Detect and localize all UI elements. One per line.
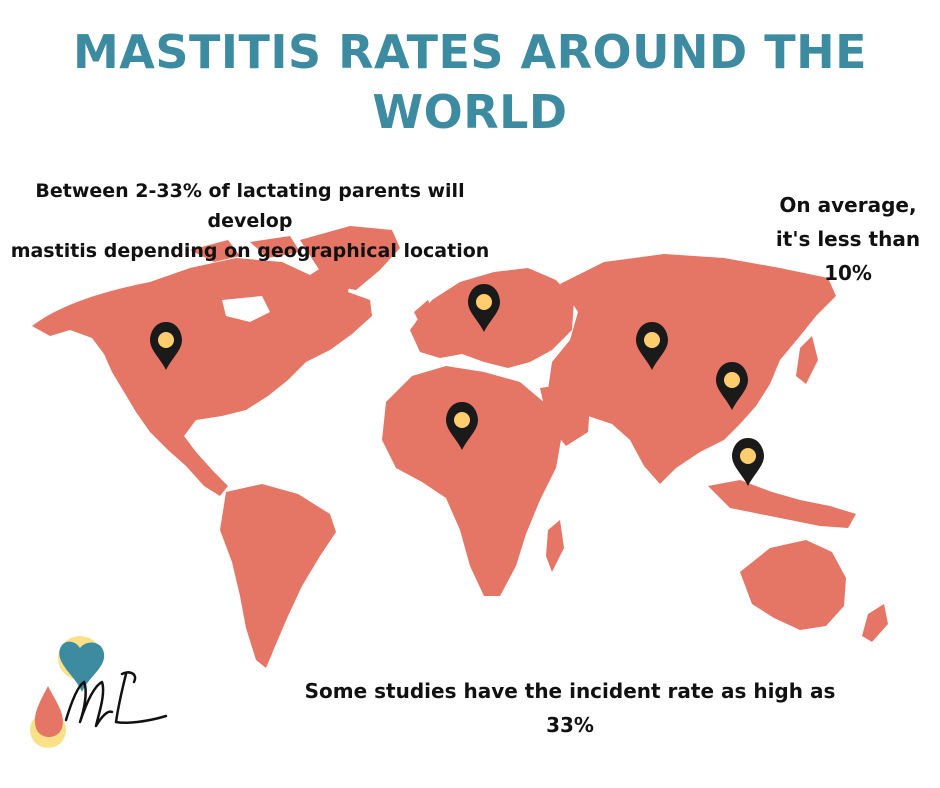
logo-teal-heart-icon: [59, 641, 105, 692]
pin-southeast-asia: [732, 438, 764, 486]
caption-left: Between 2-33% of lactating parents will …: [0, 176, 500, 266]
pin-europe: [468, 284, 500, 332]
japan-shape: [796, 336, 818, 384]
pin-africa: [446, 402, 478, 450]
caption-right-line-1: On average,: [779, 193, 917, 217]
title-line-1: MASTITIS RATES AROUND THE: [72, 25, 867, 79]
location-pins: [150, 284, 764, 486]
greenland-shape: [300, 226, 400, 290]
logo-monogram-icon: [64, 671, 168, 728]
pin-central-asia: [636, 322, 668, 370]
brand-logo: [30, 636, 168, 748]
south-america-shape: [220, 484, 336, 668]
caption-right-line-2: it's less than: [775, 227, 921, 251]
hudson-island-shape: [222, 296, 270, 322]
madagascar-shape: [546, 520, 564, 572]
caption-right: On average, it's less than 10%: [760, 188, 936, 290]
caption-right-line-3: 10%: [824, 261, 872, 285]
africa-shape: [382, 366, 562, 596]
page-title: MASTITIS RATES AROUND THE WORLD: [0, 22, 940, 142]
logo-drop-icon: [34, 686, 63, 737]
australia-shape: [740, 540, 846, 630]
sea-islands-shape: [708, 480, 856, 528]
caption-left-line-1: Between 2-33% of lactating parents will …: [35, 180, 465, 232]
north-america-shape: [32, 258, 372, 496]
pin-north-america: [150, 322, 182, 370]
arabia-shape: [540, 384, 590, 446]
caption-bottom-line-1: Some studies have the incident rate as h…: [304, 679, 836, 703]
caption-bottom-line-2: 33%: [546, 713, 594, 737]
asia-shape: [548, 254, 836, 484]
title-line-2: WORLD: [372, 85, 568, 139]
caption-left-line-2: mastitis depending on geographical locat…: [10, 240, 490, 262]
canadian-islands-shape: [190, 236, 300, 262]
new-zealand-shape: [862, 604, 888, 642]
uk-shape: [414, 300, 436, 332]
pin-china: [716, 362, 748, 410]
land-masses: [32, 226, 888, 668]
caption-bottom: Some studies have the incident rate as h…: [270, 674, 870, 742]
